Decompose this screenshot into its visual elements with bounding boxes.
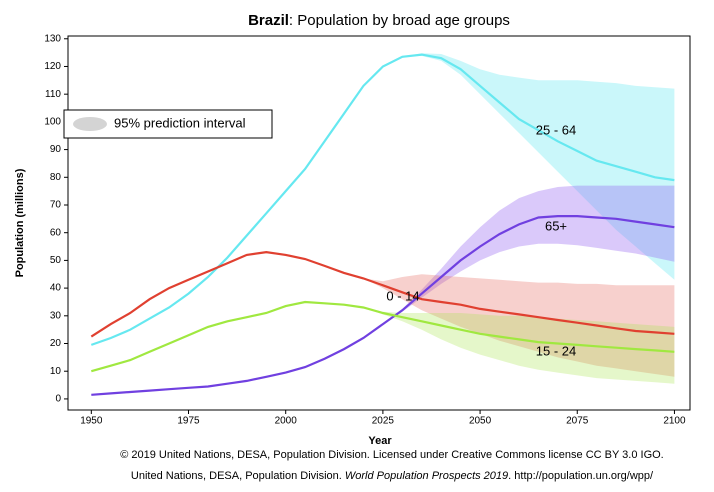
y-tick-label: 10 [50, 366, 62, 377]
series-label: 65+ [545, 218, 567, 233]
prediction-band [363, 274, 675, 377]
y-tick-label: 20 [50, 338, 62, 349]
series-label: 25 - 64 [536, 122, 576, 137]
prediction-band [363, 53, 675, 280]
x-axis-label: Year [368, 435, 392, 447]
series-line [90, 250, 675, 338]
x-tick-label: 2050 [469, 416, 492, 427]
y-tick-label: 130 [44, 33, 61, 44]
series-label: 15 - 24 [536, 343, 576, 358]
series-line [90, 53, 675, 346]
y-tick-label: 70 [50, 200, 62, 211]
title-text: : Population by broad age groups [289, 12, 510, 29]
x-tick-label: 2025 [372, 416, 395, 427]
series-line [91, 215, 675, 396]
y-tick-label: 110 [45, 89, 61, 100]
y-tick-label: 80 [50, 172, 62, 183]
y-tick-label: 30 [50, 310, 62, 321]
y-tick-label: 40 [50, 283, 62, 294]
legend-swatch [73, 117, 107, 131]
footer-part: World Population Prospects 2019 [345, 470, 508, 482]
y-tick-label: 90 [50, 144, 62, 155]
footer-part: United Nations, DESA, Population Divisio… [131, 470, 345, 482]
x-tick-label: 1975 [177, 416, 200, 427]
y-axis-label: Population (millions) [14, 168, 26, 277]
series-label: 0 - 14 [386, 288, 419, 303]
series-line [91, 300, 675, 373]
x-tick-label: 2100 [663, 416, 686, 427]
chart-title: Brazil: Population by broad age groups [248, 12, 510, 29]
footer-license: © 2019 United Nations, DESA, Population … [120, 449, 664, 461]
y-tick-label: 120 [44, 61, 61, 72]
title-country: Brazil [248, 12, 289, 29]
x-tick-label: 1950 [80, 416, 103, 427]
legend-label: 95% prediction interval [114, 115, 246, 130]
x-tick-label: 2075 [566, 416, 589, 427]
footer-part: . http://population.un.org/wpp/ [508, 470, 654, 482]
y-tick-label: 50 [50, 255, 62, 266]
prediction-band [363, 185, 675, 338]
y-tick-label: 100 [44, 117, 61, 128]
y-tick-label: 0 [55, 394, 61, 405]
y-tick-label: 60 [50, 227, 62, 238]
plot-area [67, 35, 691, 411]
x-tick-label: 2000 [275, 416, 298, 427]
footer-source: United Nations, DESA, Population Divisio… [131, 470, 654, 482]
